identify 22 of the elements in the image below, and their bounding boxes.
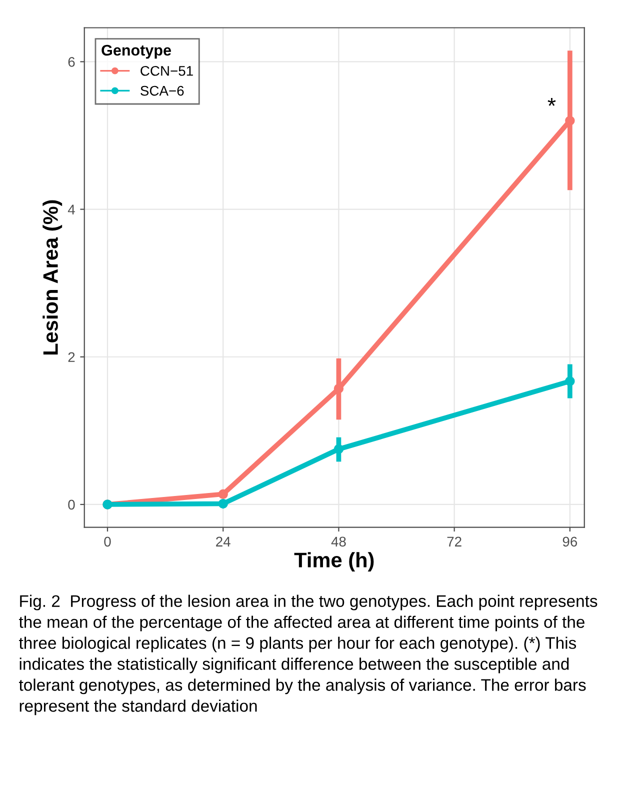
annotation: * <box>548 98 556 106</box>
legend-title: Genotype <box>102 44 171 59</box>
point <box>334 384 344 394</box>
caption: Fig. 2 Progress of the lesion area in the two genotypes. Each point represents the mean of the percentage of the affected area at different time points of the three biological replicates (n = 9 plants per hour for each genotype). (*) This indicates the statistically significant difference between the susceptible and tolerant genotypes, as determined by the analysis of variance. The error bars represent the standard deviation <box>19 594 598 716</box>
y-tick-label: 4 <box>68 204 75 214</box>
x-tick-label: 72 <box>447 536 462 546</box>
point <box>218 498 228 509</box>
x-tick-label: 24 <box>216 536 230 546</box>
x-tick-label: 96 <box>562 536 578 547</box>
y-axis-title: Lesion Area (%) <box>42 200 62 354</box>
point <box>218 489 228 499</box>
x-axis-title: Time (h) <box>294 552 374 572</box>
y-tick-label: 6 <box>68 57 75 67</box>
point <box>334 444 344 454</box>
x-tick-label: 0 <box>104 536 111 547</box>
point <box>565 116 575 126</box>
legend-label: CCN−51 <box>140 66 193 76</box>
point <box>565 376 575 386</box>
y-tick-label: 0 <box>68 500 75 510</box>
y-tick-label: 2 <box>68 352 75 362</box>
legend-label: SCA−6 <box>140 86 184 96</box>
x-tick-label: 48 <box>331 536 346 547</box>
